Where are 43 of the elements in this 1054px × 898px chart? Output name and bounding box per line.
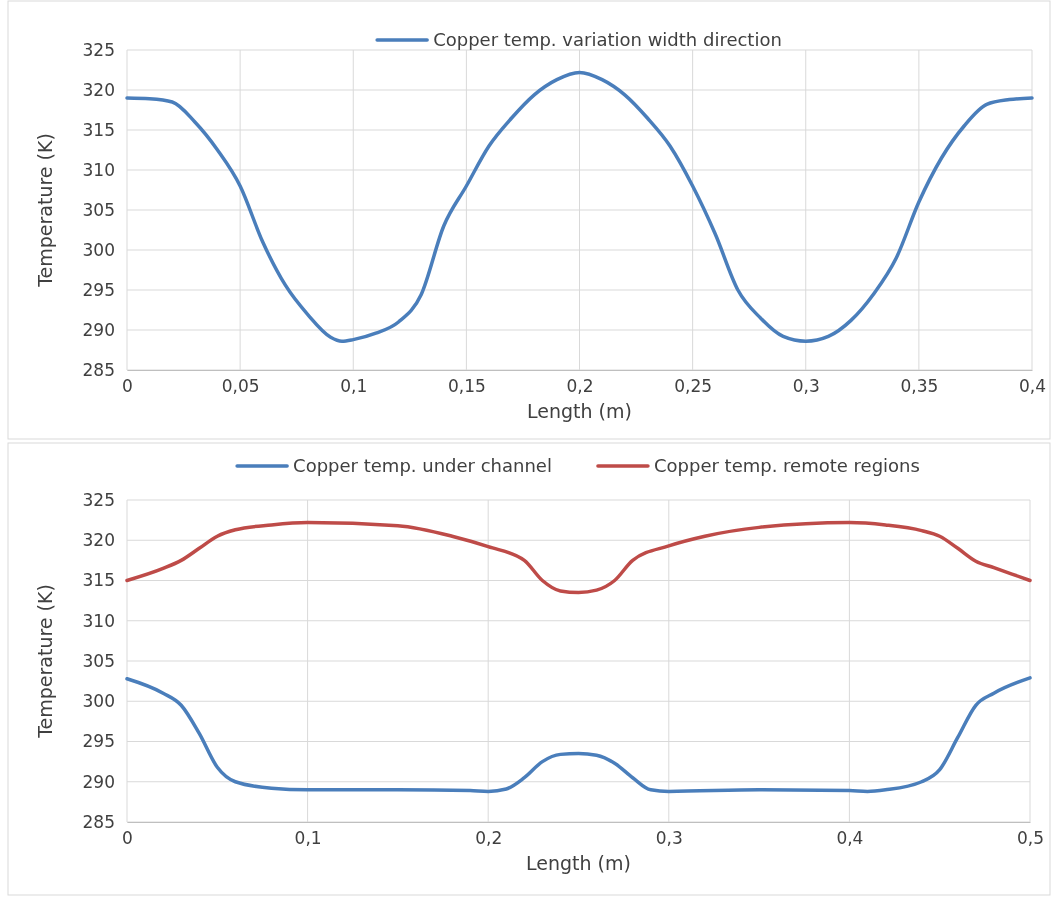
x-tick-label: 0 [122, 376, 133, 397]
x-tick-label: 0,35 [900, 376, 939, 397]
y-tick-label: 285 [82, 359, 115, 380]
y-tick-label: 300 [82, 691, 115, 712]
y-axis-title: Temperature (K) [34, 133, 56, 288]
x-tick-label: 0,2 [475, 828, 503, 849]
y-tick-label: 320 [82, 530, 115, 551]
y-tick-label: 305 [82, 199, 115, 220]
x-tick-label: 0,2 [566, 376, 594, 397]
x-tick-label: 0,25 [674, 376, 713, 397]
x-axis-title: Length (m) [527, 400, 632, 422]
x-tick-label: 0,1 [294, 828, 322, 849]
y-tick-label: 325 [82, 489, 115, 510]
legend-label: Copper temp. under channel [293, 455, 552, 476]
y-tick-label: 305 [82, 650, 115, 671]
y-tick-label: 295 [82, 279, 115, 300]
y-tick-label: 290 [82, 771, 115, 792]
line-series [125, 676, 1032, 794]
y-tick-label: 310 [82, 610, 115, 631]
y-tick-label: 315 [82, 119, 115, 140]
x-tick-label: 0,4 [836, 828, 864, 849]
y-tick-label: 285 [82, 811, 115, 832]
y-axis-title: Temperature (K) [34, 584, 56, 739]
legend-label: Copper temp. remote regions [653, 455, 920, 476]
x-tick-label: 0,5 [1016, 828, 1045, 849]
y-tick-label: 315 [82, 570, 115, 591]
legend-label: Copper temp. variation width direction [433, 29, 782, 50]
x-tick-label: 0,3 [792, 376, 820, 397]
x-tick-label: 0,3 [655, 828, 683, 849]
line-series [125, 70, 1034, 343]
y-tick-label: 325 [82, 39, 115, 60]
y-tick-label: 290 [82, 319, 115, 340]
x-axis-title: Length (m) [526, 852, 631, 874]
y-tick-label: 300 [82, 239, 115, 260]
y-tick-label: 310 [82, 159, 115, 180]
x-tick-label: 0,1 [340, 376, 368, 397]
x-tick-label: 0,4 [1018, 376, 1047, 397]
line-series [125, 520, 1032, 595]
x-tick-label: 0 [122, 828, 133, 849]
y-tick-label: 320 [82, 79, 115, 100]
x-tick-label: 0,05 [221, 376, 260, 397]
y-tick-label: 295 [82, 731, 115, 752]
x-tick-label: 0,15 [447, 376, 486, 397]
